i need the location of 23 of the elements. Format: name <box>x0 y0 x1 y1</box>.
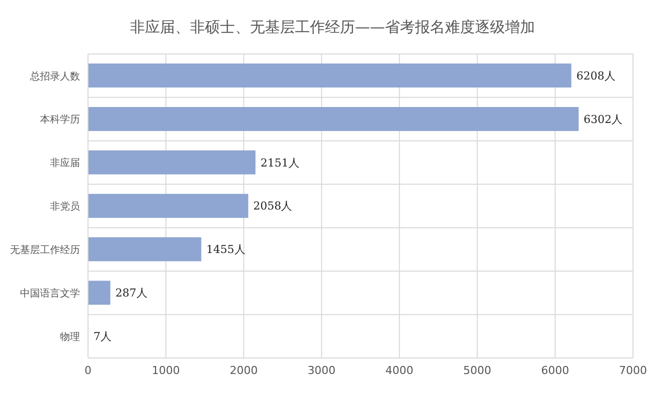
x-tick-label: 5000 <box>463 364 492 377</box>
data-label: 287人 <box>115 286 148 300</box>
data-label: 6208人 <box>576 69 616 82</box>
y-tick-label: 无基层工作经历 <box>10 244 80 256</box>
x-tick-label: 1000 <box>152 364 180 377</box>
y-tick-label: 非党员 <box>50 200 80 213</box>
y-tick-label: 总招录人数 <box>29 70 80 82</box>
y-tick-label: 物理 <box>60 332 80 343</box>
y-tick-label: 非应届 <box>50 157 80 170</box>
y-tick-label: 本科学历 <box>40 114 80 126</box>
y-tick-label: 中国语言文学 <box>20 287 80 300</box>
data-label: 1455人 <box>206 243 246 256</box>
x-tick-label: 4000 <box>385 364 414 377</box>
x-tick-label: 6000 <box>541 364 570 377</box>
x-tick-label: 2000 <box>230 364 258 377</box>
data-label: 2058人 <box>253 200 292 213</box>
data-label: 7人 <box>94 330 112 344</box>
x-tick-label: 0 <box>84 364 92 377</box>
chart-title: 非应届、非硕士、无基层工作经历——省考报名难度逐级增加 <box>129 18 536 37</box>
x-tick-label: 7000 <box>619 364 647 377</box>
x-tick-label: 3000 <box>308 364 336 377</box>
data-label: 6302人 <box>584 112 623 126</box>
data-label: 2151人 <box>260 156 300 170</box>
